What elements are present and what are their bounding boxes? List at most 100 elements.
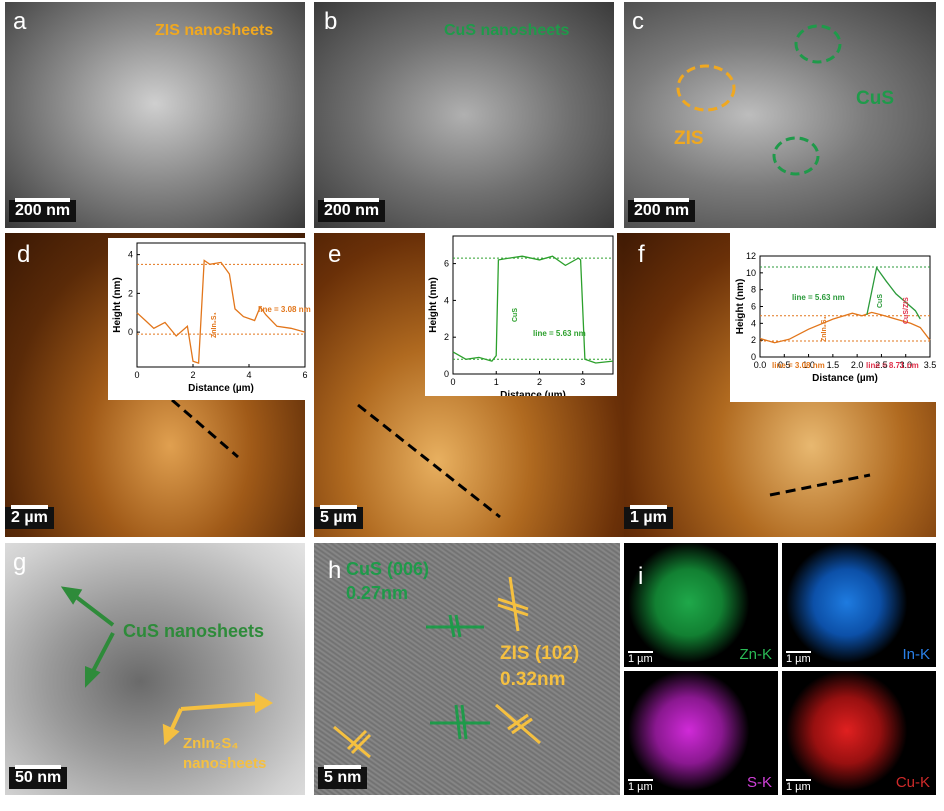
label: ZIS	[674, 128, 704, 149]
x-tick-label: 0	[134, 370, 139, 380]
map: i Zn-K 1 µm	[624, 543, 778, 667]
label: CuS	[856, 88, 894, 109]
scale-bar: 1 µm	[628, 651, 653, 665]
label: 0.32nm	[500, 669, 566, 690]
profile-line	[769, 473, 871, 497]
panel-letter: e	[328, 241, 342, 268]
x-tick-label: 3.5	[924, 360, 936, 370]
panel-letter: d	[17, 241, 31, 268]
label: CuS nanosheets	[123, 621, 265, 641]
profile-line	[136, 259, 306, 364]
scale-bar: 200 nm	[9, 198, 77, 222]
panel-letter: h	[328, 557, 342, 584]
annotation: CuS/ZIS	[903, 297, 910, 324]
element-label: Zn-K	[739, 646, 772, 663]
annotation: line = 5.63 nm	[792, 293, 845, 302]
x-tick-label: 1.0	[802, 360, 815, 370]
height-profile: 0 2 4 6 0 2 4 Distance (µm) Height (nm) line = 3.…	[108, 238, 313, 400]
x-tick-label: 4	[246, 370, 251, 380]
fringe-markers	[333, 576, 541, 759]
annotation: line = 8.71 nm	[866, 361, 919, 370]
label: CuS nanosheets	[444, 22, 570, 39]
y-tick-label: 8	[751, 285, 756, 295]
annotation: line = 3.08 nm	[258, 305, 311, 314]
height-profile: 0 1 2 3 0 2 4 6 Distance (µm) Height (nm) line = 5…	[425, 228, 617, 396]
element-label: In-K	[902, 646, 930, 663]
x-tick-label: 2	[190, 370, 195, 380]
y-tick-label: 0	[444, 369, 449, 379]
y-tick-label: 6	[751, 302, 756, 312]
annotation: ZnIn₂S₄	[821, 316, 828, 342]
panel-letter: f	[638, 241, 645, 268]
panel-letter: g	[13, 549, 27, 576]
tem-image: g CuS nanosheets ZnIn₂S₄ nanosheets 50 n…	[5, 543, 305, 795]
panel-letter: c	[632, 8, 644, 35]
label: nanosheets	[183, 755, 267, 772]
y-tick-label: 2	[444, 332, 449, 342]
scale-bar: 1 µm	[628, 779, 653, 793]
sem-image: a ZIS nanosheets 200 nm	[5, 2, 305, 228]
panel-letter: b	[324, 8, 338, 35]
y-axis-label: Height (nm)	[735, 279, 746, 335]
y-tick-label: 4	[751, 318, 756, 328]
scale-bar: 1 µm	[786, 651, 811, 665]
label: ZnIn₂S₄	[183, 735, 239, 752]
x-tick-label: 1	[494, 377, 499, 387]
scale-bar: 200 nm	[318, 198, 386, 222]
x-tick-label: 3	[580, 377, 585, 387]
map: Cu-K 1 µm	[782, 671, 936, 795]
y-tick-label: 12	[746, 251, 756, 261]
map: In-K 1 µm	[782, 543, 936, 667]
annotation: line = 5.63 nm	[533, 329, 586, 338]
circles	[676, 24, 842, 176]
x-axis-label: Distance (µm)	[500, 390, 566, 396]
x-axis-label: Distance (µm)	[812, 373, 878, 384]
x-tick-label: 6	[302, 370, 307, 380]
x-tick-label: 3.0	[899, 360, 912, 370]
profile-line	[357, 403, 501, 519]
panel-letter: a	[13, 8, 27, 35]
y-axis-label: Height (nm)	[112, 277, 123, 333]
y-tick-label: 0	[751, 352, 756, 362]
y-tick-label: 10	[746, 268, 756, 278]
x-tick-label: 2.5	[875, 360, 888, 370]
x-tick-label: 2.0	[851, 360, 864, 370]
scale-bar: 5 µm	[314, 505, 363, 529]
y-tick-label: 6	[444, 259, 449, 269]
map: S-K 1 µm	[624, 671, 778, 795]
label: ZIS nanosheets	[155, 22, 274, 39]
x-tick-label: 1.5	[827, 360, 840, 370]
x-tick-label: 0.0	[754, 360, 767, 370]
plot-frame	[136, 242, 306, 368]
y-axis-label: Height (nm)	[428, 277, 439, 333]
scale-bar: 5 nm	[318, 765, 368, 789]
annotation: ZnIn₂S₄	[211, 312, 218, 338]
scale-bar: 1 µm	[786, 779, 811, 793]
element-label: Cu-K	[895, 774, 930, 791]
y-tick-label: 4	[444, 295, 449, 305]
y-tick-label: 2	[128, 288, 133, 298]
profile-line	[866, 266, 921, 320]
annotation: CuS	[877, 294, 884, 308]
sem-image: c ZIS CuS 200 nm	[624, 2, 936, 228]
eds-maps: i Zn-K 1 µm In-K 1 µm S-K 1 µm Cu-K 1 µm	[624, 543, 936, 795]
y-tick-label: 2	[751, 335, 756, 345]
sem-image: b CuS nanosheets 200 nm	[314, 2, 614, 228]
label: ZIS (102)	[500, 643, 580, 664]
scale-bar: 1 µm	[624, 505, 673, 529]
height-profile: 0.0 0.5 1.0 1.5 2.0 2.5 3.0 3.5 0 2 4 6 8 10 12 Distanc…	[730, 230, 936, 402]
y-tick-label: 0	[128, 327, 133, 337]
x-tick-label: 0	[450, 377, 455, 387]
hrtem-image: h CuS (006) 0.27nm ZIS (102) 0.32nm 5 nm	[314, 543, 620, 795]
y-tick-label: 4	[128, 250, 133, 260]
annotation: line = 3.08 nm	[772, 361, 825, 370]
profile-line	[171, 398, 239, 459]
label: CuS (006)	[346, 559, 430, 579]
label: 0.27nm	[346, 583, 409, 603]
scale-bar: 2 µm	[5, 505, 54, 529]
x-tick-label: 0.5	[778, 360, 791, 370]
x-axis-label: Distance (µm)	[188, 383, 254, 394]
profile-line	[452, 255, 614, 364]
scale-bar: 200 nm	[628, 198, 696, 222]
